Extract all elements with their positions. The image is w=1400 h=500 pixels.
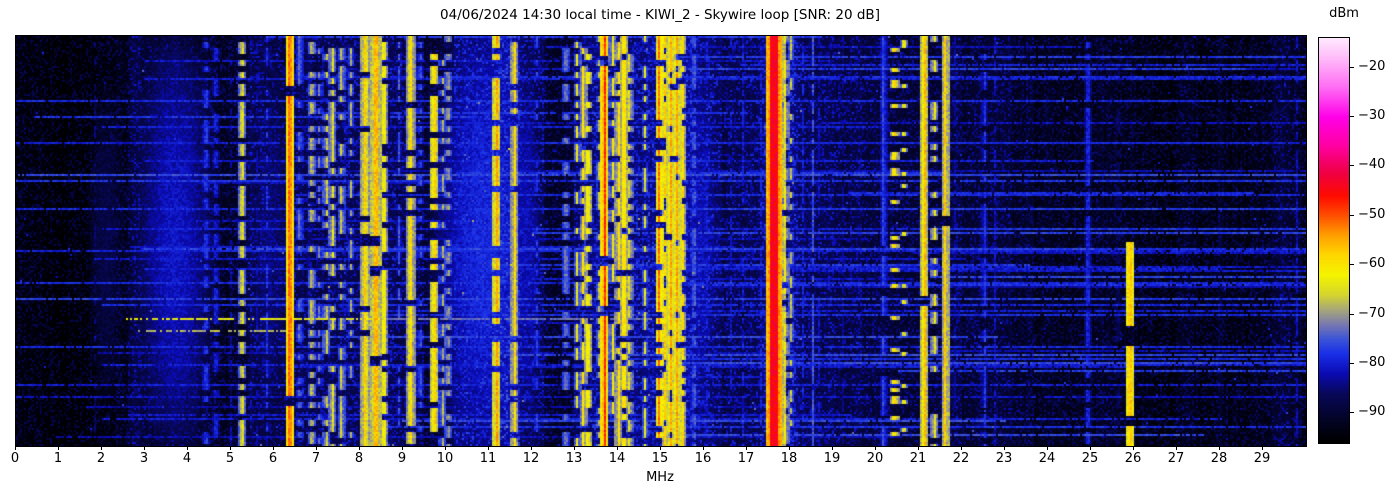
x-tick-label: 26 — [1124, 451, 1142, 466]
x-tick-mark — [1090, 446, 1091, 450]
colorbar-tick-label: −90 — [1358, 404, 1386, 420]
x-tick-label: 21 — [909, 451, 927, 466]
x-tick-label: 3 — [139, 451, 149, 466]
colorbar-tick-mark — [1350, 313, 1354, 315]
spectrogram-canvas — [16, 36, 1306, 446]
colorbar-tick-label: −80 — [1358, 354, 1386, 370]
x-tick-label: 8 — [354, 451, 364, 466]
x-tick-label: 2 — [96, 451, 106, 466]
x-tick-label: 19 — [823, 451, 841, 466]
x-tick-label: 27 — [1167, 451, 1185, 466]
x-tick-mark — [15, 446, 16, 450]
x-tick-mark — [918, 446, 919, 450]
x-tick-label: 12 — [522, 451, 540, 466]
colorbar-tick-label: −20 — [1358, 58, 1386, 74]
x-tick-label: 29 — [1253, 451, 1271, 466]
x-tick-mark — [1133, 446, 1134, 450]
x-tick-label: 15 — [651, 451, 669, 466]
x-tick-label: 4 — [182, 451, 192, 466]
x-tick-mark — [101, 446, 102, 450]
x-tick-mark — [789, 446, 790, 450]
plot-area — [15, 35, 1307, 447]
colorbar-tick-label: −70 — [1358, 305, 1386, 321]
colorbar — [1318, 37, 1350, 444]
colorbar-tick-label: −30 — [1358, 108, 1386, 124]
x-tick-label: 17 — [737, 451, 755, 466]
x-tick-label: 9 — [397, 451, 407, 466]
x-tick-mark — [875, 446, 876, 450]
x-tick-label: 25 — [1081, 451, 1099, 466]
x-tick-mark — [746, 446, 747, 450]
x-tick-label: 14 — [608, 451, 626, 466]
x-tick-label: 24 — [1038, 451, 1056, 466]
x-tick-label: 22 — [952, 451, 970, 466]
x-tick-mark — [488, 446, 489, 450]
colorbar-tick-mark — [1350, 362, 1354, 364]
colorbar-gradient-canvas — [1319, 38, 1349, 443]
x-tick-mark — [445, 446, 446, 450]
x-tick-label: 7 — [311, 451, 321, 466]
x-tick-mark — [703, 446, 704, 450]
x-tick-mark — [58, 446, 59, 450]
x-tick-mark — [574, 446, 575, 450]
x-tick-mark — [832, 446, 833, 450]
x-tick-mark — [1176, 446, 1177, 450]
x-tick-mark — [617, 446, 618, 450]
x-tick-label: 10 — [436, 451, 454, 466]
x-tick-label: 0 — [10, 451, 20, 466]
colorbar-tick-mark — [1350, 214, 1354, 216]
x-tick-mark — [273, 446, 274, 450]
x-tick-label: 6 — [268, 451, 278, 466]
colorbar-tick-mark — [1350, 66, 1354, 68]
x-tick-mark — [316, 446, 317, 450]
colorbar-tick-label: −60 — [1358, 256, 1386, 272]
x-tick-label: 23 — [995, 451, 1013, 466]
chart-title: 04/06/2024 14:30 local time - KIWI_2 - S… — [440, 7, 880, 23]
colorbar-tick-label: −40 — [1358, 157, 1386, 173]
colorbar-unit-label: dBm — [1329, 6, 1359, 21]
x-tick-label: 11 — [479, 451, 497, 466]
colorbar-tick-mark — [1350, 116, 1354, 118]
x-tick-mark — [402, 446, 403, 450]
x-axis-label: MHz — [646, 470, 674, 485]
x-tick-label: 16 — [694, 451, 712, 466]
colorbar-tick-mark — [1350, 412, 1354, 414]
x-tick-mark — [531, 446, 532, 450]
x-tick-label: 5 — [225, 451, 235, 466]
x-tick-mark — [1219, 446, 1220, 450]
x-tick-mark — [230, 446, 231, 450]
x-tick-label: 13 — [565, 451, 583, 466]
x-tick-label: 28 — [1210, 451, 1228, 466]
x-tick-mark — [961, 446, 962, 450]
x-tick-mark — [1004, 446, 1005, 450]
colorbar-tick-mark — [1350, 165, 1354, 167]
x-tick-mark — [1262, 446, 1263, 450]
x-tick-mark — [187, 446, 188, 450]
colorbar-tick-label: −50 — [1358, 206, 1386, 222]
x-tick-label: 18 — [780, 451, 798, 466]
x-tick-mark — [359, 446, 360, 450]
colorbar-tick-mark — [1350, 264, 1354, 266]
x-tick-mark — [1047, 446, 1048, 450]
x-tick-mark — [144, 446, 145, 450]
x-tick-label: 20 — [866, 451, 884, 466]
x-tick-label: 1 — [53, 451, 63, 466]
x-tick-mark — [660, 446, 661, 450]
